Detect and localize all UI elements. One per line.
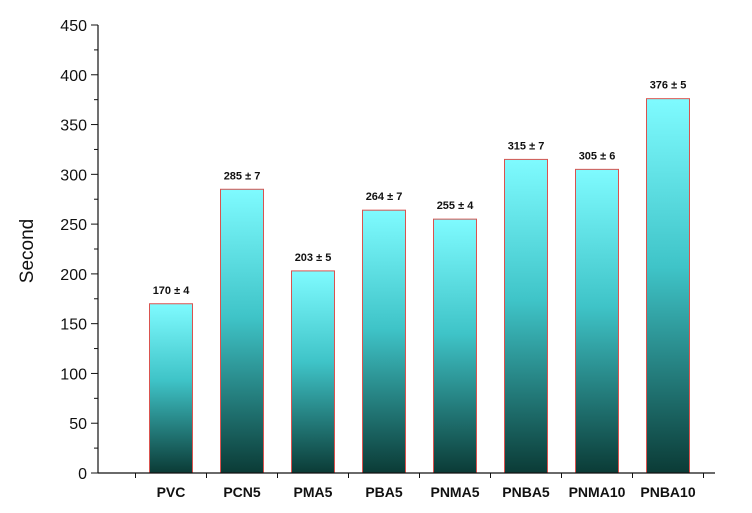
bar-pnba5 [504,158,548,474]
data-label-pnba10: 376 ± 5 [650,80,687,92]
data-label-pcn5: 285 ± 7 [224,170,261,182]
x-tick-label-pma5: PMA5 [294,484,333,500]
y-tick-label: 450 [60,18,87,35]
data-label-pma5: 203 ± 5 [295,252,332,264]
data-label-pvc: 170 ± 4 [153,285,191,297]
x-tick-label-pnma10: PNMA10 [569,484,626,500]
data-label-pba5: 264 ± 7 [366,191,403,203]
y-axis-title: Second [17,219,38,283]
bar-pnma5 [433,218,477,474]
y-tick-label: 150 [60,317,87,334]
bar-pvc [149,303,193,474]
y-tick-label: 400 [60,68,87,85]
x-tick-label-pnba10: PNBA10 [640,484,695,500]
y-tick-label: 0 [78,466,87,483]
bar-pma5 [291,270,335,474]
bar-pnba10 [646,98,690,474]
data-label-pnma5: 255 ± 4 [437,200,475,212]
y-tick-label: 350 [60,118,87,135]
y-tick-label: 250 [60,217,87,234]
y-tick-label: 50 [69,416,87,433]
y-tick-label: 300 [60,167,87,184]
data-label-pnma10: 305 ± 6 [579,150,616,162]
x-tick-label-pvc: PVC [157,484,186,500]
bar-pnma10 [575,168,619,474]
x-tick-label-pnba5: PNBA5 [502,484,550,500]
x-tick-label-pba5: PBA5 [365,484,403,500]
data-label-pnba5: 315 ± 7 [508,140,545,152]
bar-pcn5 [220,188,264,474]
bars-layer [149,98,690,474]
y-tick-label: 200 [60,267,87,284]
x-tick-label-pcn5: PCN5 [223,484,261,500]
data-labels-layer: 170 ± 4 285 ± 7 203 ± 5 264 ± 7 255 ± 4 315 ±… [153,80,687,297]
bar-pba5 [362,209,406,474]
x-tick-label-pnma5: PNMA5 [430,484,479,500]
axes-layer: PVC PCN5 PMA5 PBA5 PNMA5 PNBA5 PNMA10 PNBA10 0 50… [60,18,715,500]
y-tick-label: 100 [60,366,87,383]
